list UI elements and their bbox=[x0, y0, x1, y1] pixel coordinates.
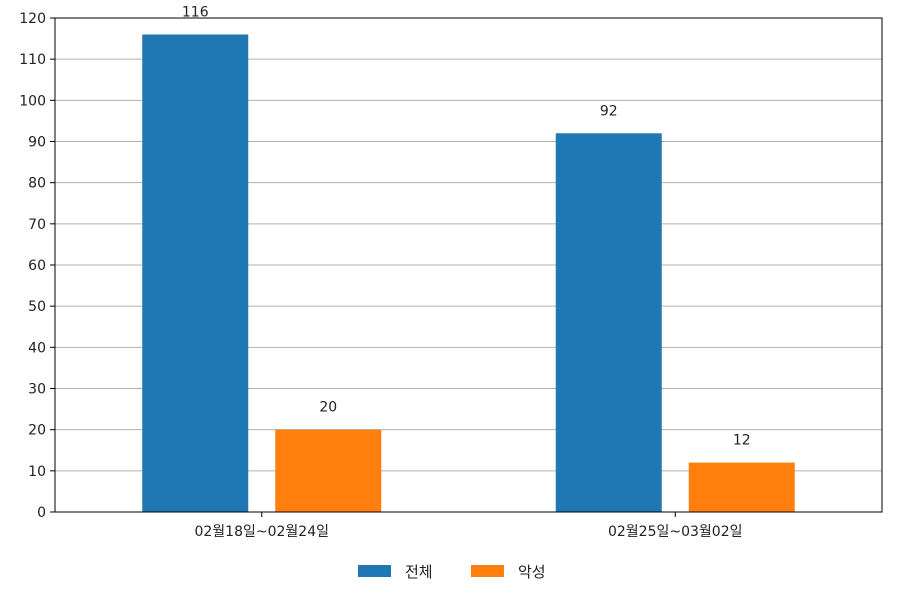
bar-value-label: 116 bbox=[182, 4, 209, 20]
y-tick-label: 100 bbox=[19, 93, 46, 109]
y-tick-label: 30 bbox=[28, 382, 46, 398]
bar-value-label: 92 bbox=[600, 103, 618, 119]
legend-swatch bbox=[471, 565, 504, 577]
y-tick-label: 40 bbox=[28, 340, 46, 356]
legend-label: 악성 bbox=[518, 563, 546, 581]
bar-value-label: 12 bbox=[733, 433, 751, 449]
y-tick-label: 70 bbox=[28, 217, 46, 233]
y-axis: 0 10 20 30 40 50 60 70 80 90 100 110 120 bbox=[19, 11, 55, 521]
bar-malicious bbox=[688, 462, 795, 512]
data-labels: 116 20 92 12 bbox=[182, 4, 751, 448]
bars bbox=[142, 34, 795, 512]
bar-value-label: 20 bbox=[319, 400, 337, 416]
y-tick-label: 120 bbox=[19, 11, 46, 27]
y-tick-label: 90 bbox=[28, 135, 46, 151]
y-tick-label: 20 bbox=[28, 423, 46, 439]
bar-total bbox=[142, 34, 249, 512]
legend: 전체 악성 bbox=[358, 563, 546, 581]
x-tick-label: 02월18일~02월24일 bbox=[194, 524, 329, 540]
y-tick-label: 80 bbox=[28, 176, 46, 192]
y-tick-label: 10 bbox=[28, 464, 46, 480]
y-tick-label: 50 bbox=[28, 299, 46, 315]
y-tick-label: 60 bbox=[28, 258, 46, 274]
x-axis: 02월18일~02월24일 02월25일~03월02일 bbox=[194, 512, 743, 540]
y-tick-label: 0 bbox=[37, 505, 46, 521]
x-tick-label: 02월25일~03월02일 bbox=[608, 524, 743, 540]
legend-label: 전체 bbox=[405, 563, 433, 581]
bar-total bbox=[555, 133, 662, 512]
bar-malicious bbox=[275, 429, 382, 512]
legend-swatch bbox=[358, 565, 391, 577]
y-tick-label: 110 bbox=[19, 52, 46, 68]
